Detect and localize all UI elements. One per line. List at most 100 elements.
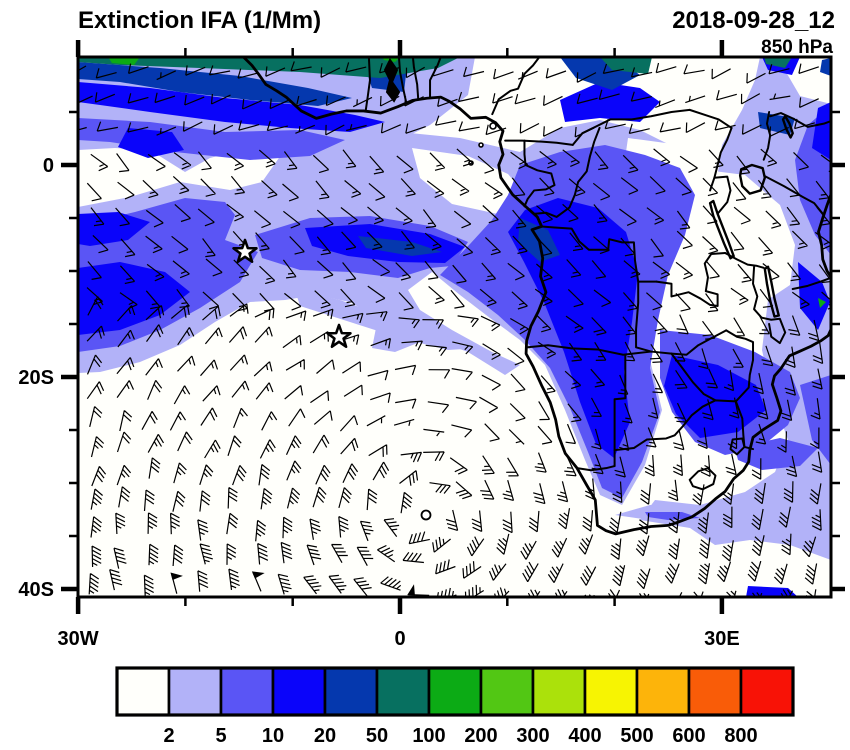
plot-level: 850 hPa	[761, 37, 833, 58]
contour-region-c10	[78, 82, 385, 132]
colorbar-label: 800	[724, 725, 757, 747]
contour-region-c50	[78, 57, 460, 78]
wind-barbs-layer	[78, 61, 831, 611]
colorbar-label: 2	[163, 725, 174, 747]
x-tick-label: 30E	[704, 628, 740, 650]
country-border	[688, 467, 717, 491]
country-border	[523, 139, 556, 208]
colorbar-label: 50	[366, 725, 388, 747]
contour-region-c100	[818, 298, 826, 308]
contour-region-c50	[600, 57, 652, 74]
country-border	[534, 126, 601, 218]
coastline-africa	[241, 57, 831, 536]
contour-region-c10	[798, 262, 830, 330]
colorbar-cell	[687, 666, 743, 717]
colorbar-label: 200	[464, 725, 497, 747]
contour-fill-layer	[78, 57, 831, 597]
coastline-borders-layer	[241, 57, 831, 536]
colorbar-cell	[115, 666, 171, 717]
country-border	[655, 251, 727, 307]
axes-frame	[61, 40, 845, 614]
country-border	[725, 329, 755, 403]
country-border	[411, 57, 420, 101]
country-border	[540, 225, 658, 283]
contour-region-c5	[735, 438, 818, 470]
plot-frame	[76, 55, 833, 599]
colorbar-cell	[271, 666, 327, 717]
wind-barb	[78, 61, 831, 597]
x-tick-label: 30W	[58, 628, 99, 650]
country-border	[635, 280, 653, 353]
y-tick-label: 0	[43, 155, 54, 177]
island-marker	[478, 142, 484, 148]
wind-barb-flag	[667, 603, 675, 611]
country-border	[670, 352, 717, 402]
colorbar-label: 500	[620, 725, 653, 747]
contour-region-c2	[295, 290, 480, 350]
colorbar-cell	[531, 666, 587, 717]
country-border	[364, 57, 371, 112]
colorbar-cell	[167, 666, 223, 717]
contour-region-white	[786, 57, 831, 104]
contour-region-c100	[108, 57, 140, 65]
country-border	[709, 126, 733, 192]
colorbar-cell	[219, 666, 275, 717]
colorbar-label: 10	[262, 725, 284, 747]
contour-region-c10	[812, 102, 831, 160]
country-border	[688, 108, 733, 129]
island-marker	[489, 122, 497, 130]
colorbar-label: 100	[412, 725, 445, 747]
star-marker	[232, 238, 258, 264]
coastline-east-africa	[817, 190, 831, 280]
colorbar-cell	[479, 666, 535, 717]
contour-region-c10	[118, 128, 184, 158]
country-border	[525, 344, 673, 356]
plot-datetime: 2018-09-28_12	[672, 7, 835, 34]
plot-title: Extinction IFA (1/Mm)	[78, 7, 321, 34]
country-border	[763, 175, 824, 215]
lake-tanganyika	[708, 199, 735, 260]
colorbar-cell	[323, 666, 379, 717]
contour-region-c5	[800, 375, 831, 465]
country-border	[734, 400, 755, 451]
contour-region-c10	[508, 198, 638, 458]
contour-region-c20	[820, 58, 831, 76]
country-border	[491, 57, 541, 116]
lake-victoria	[738, 163, 767, 195]
country-border	[752, 265, 787, 345]
markers-layer	[232, 238, 432, 521]
star-marker	[326, 323, 352, 349]
lake-malawi	[763, 265, 780, 318]
wind-barb-flag	[170, 572, 183, 580]
y-tick-label: 40S	[18, 579, 54, 601]
lake-turkana	[781, 115, 794, 139]
y-tick-label: 20S	[18, 367, 54, 389]
colorbar-cell	[635, 666, 691, 717]
contour-region-c10	[746, 586, 798, 597]
country-border	[713, 175, 732, 215]
x-tick-label: 0	[394, 628, 405, 650]
calm-wind-circle	[420, 509, 432, 521]
colorbar-cell	[739, 666, 795, 717]
colorbar-outline	[115, 666, 795, 717]
contour-region-c10	[78, 212, 150, 246]
contour-region-c50	[764, 57, 792, 68]
country-border	[397, 57, 408, 105]
colorbar-label: 400	[568, 725, 601, 747]
colorbar-label: 5	[215, 725, 226, 747]
contour-region-c10	[560, 82, 660, 122]
colorbar-label: 20	[314, 725, 336, 747]
colorbar-cell	[375, 666, 431, 717]
wind-barb-flag	[407, 584, 415, 596]
country-border	[769, 112, 831, 128]
axis-labels: 0 20S 40S 30W 0 30E 2 5 10 20 50 100 200 300 400 500 600…	[18, 155, 757, 747]
wind-barb-flag	[251, 571, 265, 579]
country-border	[504, 139, 574, 146]
colorbar-label: 600	[672, 725, 705, 747]
contour-region-c2	[640, 57, 831, 560]
colorbar	[115, 666, 795, 717]
country-border	[791, 276, 831, 291]
colorbar-cell	[427, 666, 483, 717]
